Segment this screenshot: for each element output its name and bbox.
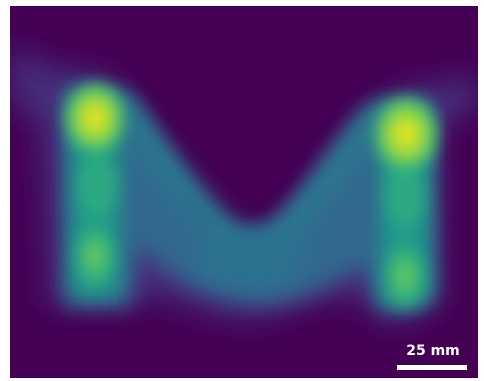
m-diagonals xyxy=(110,96,390,286)
scale-bar: 25 mm xyxy=(393,343,473,377)
m-body xyxy=(65,86,435,311)
m-bright-patches xyxy=(71,156,429,314)
scale-bar-label: 25 mm xyxy=(406,343,460,359)
heatmap-image xyxy=(10,6,478,378)
intensity-peaks xyxy=(61,78,442,176)
heatmap-svg xyxy=(10,6,478,378)
scale-bar-line xyxy=(397,365,467,370)
